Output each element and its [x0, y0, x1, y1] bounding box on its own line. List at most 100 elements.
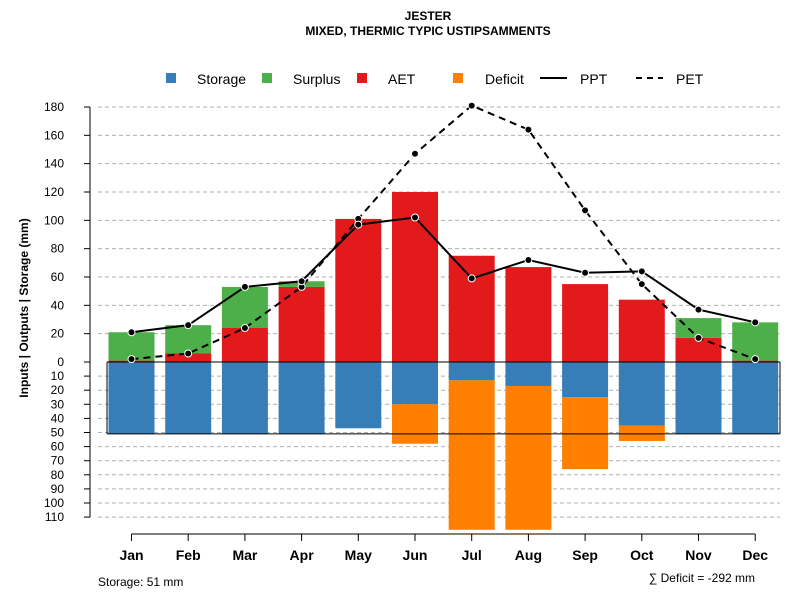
- storage-bar: [732, 362, 779, 434]
- y-tick-label: 160: [44, 128, 64, 142]
- storage-bar: [335, 362, 382, 429]
- x-tick-label: Sep: [572, 547, 598, 563]
- x-tick-label: Jan: [119, 547, 143, 563]
- legend-surplus-swatch: [262, 73, 272, 83]
- x-tick-label: Feb: [176, 547, 201, 563]
- storage-bar: [108, 362, 155, 434]
- aet-bar: [221, 327, 268, 362]
- ppt-point: [297, 277, 306, 286]
- ppt-point: [184, 321, 193, 330]
- storage-bar: [562, 362, 609, 398]
- y-tick-label: 90: [51, 482, 65, 496]
- surplus-bar: [165, 325, 212, 354]
- legend-aet-swatch: [357, 73, 367, 83]
- y-tick-label: 110: [45, 510, 64, 524]
- aet-bar: [278, 286, 325, 362]
- legend-deficit-label: Deficit: [485, 71, 524, 87]
- storage-bar: [392, 362, 438, 405]
- deficit-bar: [505, 385, 552, 530]
- legend-aet-label: AET: [388, 71, 416, 87]
- surplus-bar: [221, 286, 268, 328]
- y-tick-label: 70: [51, 454, 65, 468]
- aet-bar: [505, 267, 552, 362]
- y-tick-label: 10: [51, 369, 65, 383]
- y-tick-label: 140: [44, 157, 64, 171]
- y-tick-label: 80: [51, 242, 65, 256]
- ppt-point: [637, 267, 646, 276]
- footer-storage: Storage: 51 mm: [98, 575, 183, 589]
- x-tick-label: Apr: [290, 547, 315, 563]
- footer-deficit: ∑ Deficit = -292 mm: [649, 571, 755, 585]
- y-tick-label: 50: [51, 426, 65, 440]
- x-tick-label: Mar: [232, 547, 257, 563]
- y-axis-label: Inputs | Outputs | Storage (mm): [17, 218, 31, 397]
- surplus-bar: [732, 322, 779, 361]
- legend-storage-label: Storage: [197, 71, 246, 87]
- storage-bar: [618, 362, 665, 426]
- ppt-point: [751, 318, 760, 327]
- deficit-bar: [562, 397, 609, 470]
- y-tick-label: 40: [51, 298, 65, 312]
- legend-pet-label: PET: [676, 71, 704, 87]
- pet-point: [581, 206, 590, 215]
- ppt-point: [581, 268, 590, 277]
- y-tick-label: 0: [57, 355, 64, 369]
- series-lines: [127, 101, 760, 364]
- frames: [106, 361, 781, 435]
- pet-point: [694, 333, 703, 342]
- ppt-point: [524, 255, 533, 264]
- x-tick-label: Jul: [462, 547, 482, 563]
- legend: Storage Surplus AET Deficit PPT PET: [166, 71, 704, 87]
- aet-bar: [335, 218, 382, 362]
- y-tick-label: 20: [51, 327, 65, 341]
- y-tick-label: 80: [51, 468, 65, 482]
- x-tick-label: Aug: [515, 547, 542, 563]
- y-tick-label: 40: [51, 411, 65, 425]
- axes: 0204060801001201401601801020304050607080…: [44, 100, 768, 563]
- ppt-point: [127, 328, 136, 337]
- aet-bar: [448, 255, 495, 362]
- aet-bar: [165, 353, 212, 362]
- legend-surplus-label: Surplus: [293, 71, 340, 87]
- storage-bar: [505, 362, 552, 386]
- deficit-bar: [448, 380, 495, 530]
- y-tick-label: 100: [44, 213, 64, 227]
- ppt-point: [694, 305, 703, 314]
- pet-point: [524, 125, 533, 134]
- aet-bar: [618, 299, 665, 362]
- y-tick-label: 120: [44, 185, 64, 199]
- y-tick-label: 180: [44, 100, 64, 114]
- surplus-bar: [675, 318, 722, 338]
- pet-point: [411, 149, 419, 158]
- gridlines: [98, 106, 780, 518]
- ppt-point: [240, 282, 249, 291]
- storage-bar: [221, 362, 268, 434]
- storage-bar: [165, 362, 212, 434]
- y-tick-label: 30: [51, 397, 65, 411]
- storage-bar: [448, 362, 495, 381]
- chart-title: JESTER: [405, 9, 452, 23]
- legend-ppt-label: PPT: [580, 71, 608, 87]
- ppt-point: [354, 220, 363, 229]
- x-tick-label: Oct: [630, 547, 654, 563]
- chart-subtitle: MIXED, THERMIC TYPIC USTIPSAMMENTS: [305, 24, 550, 38]
- ppt-line: [131, 216, 756, 334]
- x-tick-label: Nov: [685, 547, 712, 563]
- storage-bar: [278, 362, 325, 434]
- y-tick-label: 60: [51, 270, 65, 284]
- legend-storage-swatch: [166, 73, 176, 83]
- x-tick-label: Dec: [742, 547, 768, 563]
- y-tick-label: 60: [51, 440, 65, 454]
- pet-point: [467, 101, 476, 110]
- pet-point: [127, 355, 136, 364]
- pet-point: [637, 280, 646, 289]
- ppt-point: [411, 213, 419, 222]
- deficit-bar: [618, 425, 665, 441]
- legend-deficit-swatch: [453, 73, 463, 83]
- y-tick-label: 100: [44, 496, 64, 510]
- ppt-point: [467, 274, 476, 283]
- storage-bar: [675, 362, 722, 434]
- deficit-bar: [392, 404, 438, 444]
- aet-bar: [562, 284, 609, 362]
